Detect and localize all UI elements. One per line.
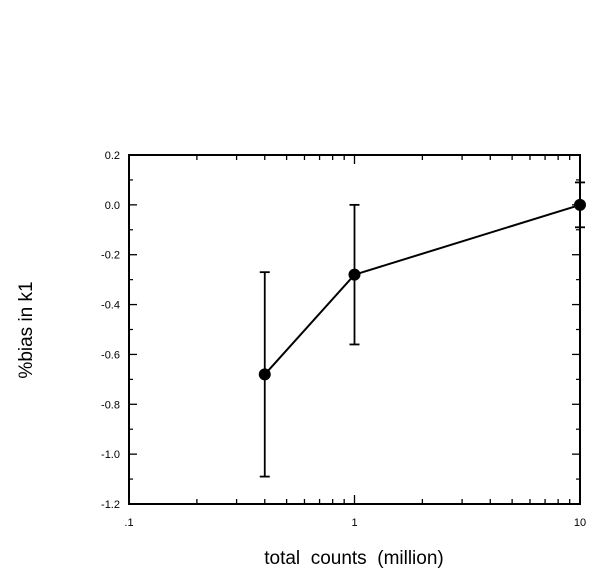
y-tick-label: 0.0 <box>105 200 120 212</box>
y-tick-label: -0.4 <box>101 300 120 312</box>
x-axis-tick-labels: .1 1 10 <box>124 517 586 529</box>
y-tick-label: -1.0 <box>101 449 120 461</box>
data-point <box>258 368 271 381</box>
series-layer <box>258 181 586 478</box>
y-tick-label: 0.2 <box>105 150 120 162</box>
data-point <box>574 198 586 211</box>
y-axis-title: %bias in k1 <box>16 281 37 378</box>
x-axis-title: total counts (million) <box>264 548 444 569</box>
y-axis-tick-labels: 0.2 0.0 -0.2 -0.4 -0.6 -0.8 -1.0 -1.2 <box>101 150 120 511</box>
x-tick-label: 10 <box>574 517 586 529</box>
x-tick-label: 1 <box>351 517 357 529</box>
y-tick-label: -1.2 <box>101 499 120 511</box>
y-tick-label: -0.8 <box>101 399 120 411</box>
x-tick-label: .1 <box>124 517 133 529</box>
y-tick-label: -0.6 <box>101 349 120 361</box>
x-axis-ticks <box>196 155 571 504</box>
data-point <box>348 268 361 281</box>
series-line <box>264 203 581 376</box>
y-tick-label: -0.2 <box>101 250 120 262</box>
y-axis-ticks <box>129 154 580 505</box>
